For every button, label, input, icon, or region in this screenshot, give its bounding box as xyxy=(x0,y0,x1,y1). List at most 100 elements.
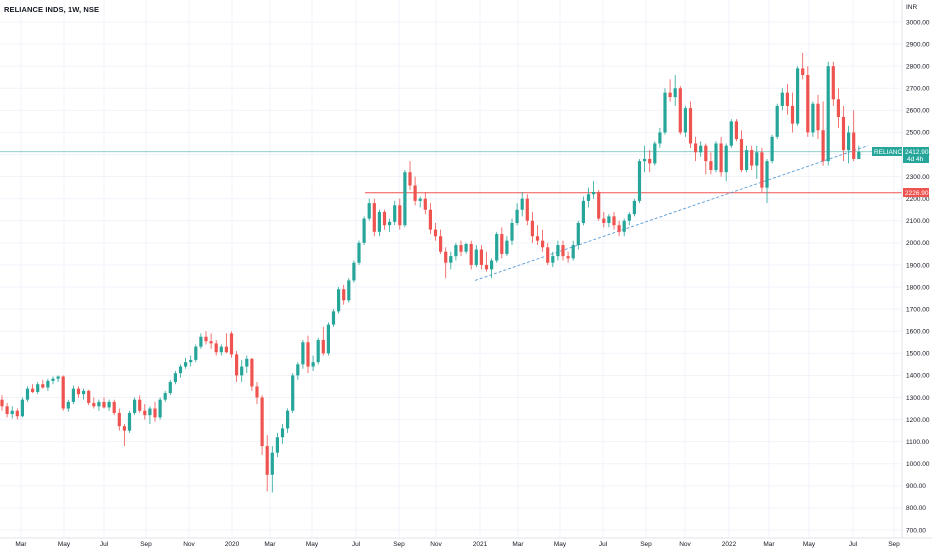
candle-body xyxy=(367,203,371,219)
candle-body xyxy=(459,245,463,252)
candle-body xyxy=(168,382,172,394)
candle-body xyxy=(464,243,468,252)
candle-body xyxy=(362,218,366,243)
candle-body xyxy=(704,145,708,162)
currency-label: INR xyxy=(906,4,918,11)
grid-lines xyxy=(0,0,902,538)
candle-body xyxy=(51,378,55,381)
candle-body xyxy=(515,209,519,223)
candle-body xyxy=(724,145,728,173)
candle-body xyxy=(775,105,779,137)
candle-body xyxy=(393,205,397,222)
candle-body xyxy=(622,220,626,232)
time-axis[interactable]: Mar May Jul Sep Nov 2020 Mar May Jul Sep Nov 2021 Ma… xyxy=(15,541,900,548)
candle-body xyxy=(658,132,662,144)
candle-body xyxy=(551,256,555,263)
price-tick-label: 1300.00 xyxy=(906,395,930,402)
candle-body xyxy=(678,88,682,133)
candle-body xyxy=(0,399,4,407)
candle-body xyxy=(780,92,784,106)
candle-body xyxy=(637,161,642,201)
price-tick-label: 2700.00 xyxy=(906,86,930,93)
candle-body xyxy=(20,399,24,417)
trendline xyxy=(474,145,869,281)
candle-body xyxy=(214,343,218,353)
time-tick-label: Sep xyxy=(140,541,152,548)
support-price-box xyxy=(903,188,929,197)
candle-body xyxy=(260,397,264,447)
time-tick-label: May xyxy=(58,541,71,548)
candle-body xyxy=(112,401,116,413)
candle-body xyxy=(408,172,412,186)
candle-body xyxy=(479,249,483,265)
candle-body xyxy=(444,251,448,263)
candle-body xyxy=(831,66,835,100)
chart-title: RELIANCE INDS, 1W, NSE xyxy=(4,5,100,14)
candle-body xyxy=(342,289,346,301)
candle-body xyxy=(122,426,126,431)
candle-body xyxy=(734,121,738,140)
candle-body xyxy=(632,200,636,215)
candle-body xyxy=(852,132,856,159)
price-tick-label: 1100.00 xyxy=(906,439,929,446)
candle-body xyxy=(173,373,177,383)
time-tick-label: Jul xyxy=(352,541,361,548)
candle-body xyxy=(87,390,91,403)
candle-body xyxy=(240,366,244,376)
time-tick-label: May xyxy=(306,541,319,548)
candle-body xyxy=(158,399,162,418)
time-tick-label: Jul xyxy=(599,541,608,548)
candle-body xyxy=(739,139,744,170)
time-tick-label: Sep xyxy=(640,541,652,548)
candle-body xyxy=(306,342,310,367)
candle-body xyxy=(663,92,667,133)
candle-body xyxy=(41,384,45,388)
candle-body xyxy=(561,245,565,257)
candle-body xyxy=(729,121,733,146)
time-tick-label: 2021 xyxy=(473,541,488,548)
candle-body xyxy=(505,240,509,254)
candle-body xyxy=(337,289,341,312)
candle-body xyxy=(76,388,81,395)
candle-body xyxy=(56,376,60,379)
price-tags: RELIANCE 2412.90 4d 4h 2226.90 xyxy=(872,147,929,197)
candle-body xyxy=(388,221,392,226)
candle-body xyxy=(612,216,616,226)
candle-body xyxy=(311,362,315,367)
time-tick-label: Nov xyxy=(183,541,195,548)
candle-body xyxy=(66,401,70,409)
time-tick-label: 2020 xyxy=(225,541,240,548)
candle-body xyxy=(607,216,611,223)
candle-body xyxy=(428,209,432,230)
candle-body xyxy=(668,92,672,98)
candle-body xyxy=(484,264,489,270)
candle-body xyxy=(255,386,259,398)
price-tick-label: 800.00 xyxy=(906,505,926,512)
current-price-tag xyxy=(872,147,902,156)
candle-body xyxy=(184,362,188,367)
price-tick-label: 2100.00 xyxy=(906,218,930,225)
candle-body xyxy=(530,220,534,237)
price-axis[interactable]: 3000.00 2900.00 2800.00 2700.00 2600.00 2500.… xyxy=(906,19,930,534)
price-tick-label: 2900.00 xyxy=(906,41,930,48)
candle-body xyxy=(469,243,473,265)
candle-body xyxy=(178,366,183,374)
time-tick-label: Mar xyxy=(264,541,276,548)
time-tick-label: Jul xyxy=(100,541,109,548)
candle-body xyxy=(510,222,514,241)
candle-body xyxy=(46,380,50,388)
candle-body xyxy=(699,145,703,153)
candle-body xyxy=(490,260,494,270)
candle-body xyxy=(194,346,198,360)
candle-body xyxy=(643,158,647,162)
candle-body xyxy=(189,359,193,363)
candle-body xyxy=(403,172,407,226)
candle-body xyxy=(36,384,40,392)
candle-body xyxy=(495,234,499,261)
candle-body xyxy=(250,358,254,387)
candle-body xyxy=(382,211,387,226)
candle-body xyxy=(602,218,606,223)
price-tick-label: 2300.00 xyxy=(906,174,930,181)
candle-body xyxy=(454,245,458,257)
